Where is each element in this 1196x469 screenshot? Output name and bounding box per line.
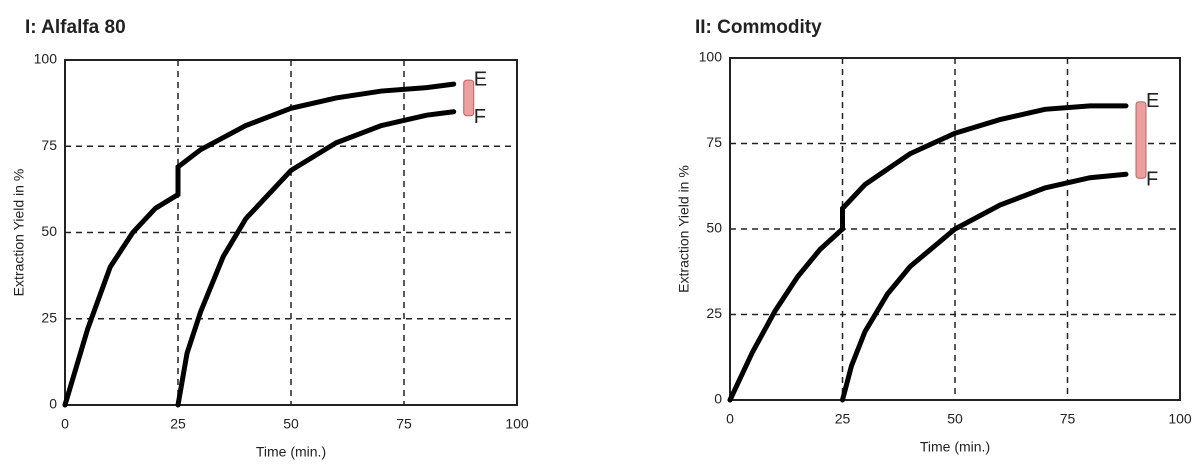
y-tick-label: 50 <box>706 220 722 236</box>
x-axis-label: Time (min.) <box>256 444 326 460</box>
series-line <box>175 109 457 408</box>
x-tick-label: 25 <box>170 416 186 432</box>
y-tick-label: 50 <box>41 223 57 239</box>
y-tick-label: 75 <box>706 134 722 150</box>
y-tick-label: 75 <box>41 137 57 153</box>
x-tick-label: 0 <box>61 416 69 432</box>
y-tick-label: 0 <box>49 396 57 412</box>
x-tick-label: 100 <box>1168 411 1192 427</box>
series-label: E <box>1146 90 1159 112</box>
x-tick-label: 50 <box>947 411 963 427</box>
y-tick-label: 100 <box>699 49 723 65</box>
y-tick-label: 25 <box>706 305 722 321</box>
series-line <box>727 103 1129 403</box>
x-tick-label: 100 <box>505 416 529 432</box>
plot-frame <box>64 59 518 406</box>
x-tick-label: 75 <box>396 416 412 432</box>
y-axis-label: Extraction Yield in % <box>676 165 692 293</box>
range-bar <box>463 79 475 117</box>
x-tick-label: 25 <box>835 411 851 427</box>
series-label: E <box>474 68 487 90</box>
series-label: F <box>474 106 486 128</box>
chart-title: I: Alfalfa 80 <box>25 17 126 38</box>
y-tick-label: 0 <box>714 391 722 407</box>
series-line <box>840 171 1129 403</box>
range-bar <box>1135 101 1147 179</box>
x-tick-label: 0 <box>726 411 734 427</box>
x-tick-label: 50 <box>283 416 299 432</box>
chart-title: II: Commodity <box>695 17 822 38</box>
series-label: F <box>1146 169 1158 191</box>
x-axis-label: Time (min.) <box>920 439 990 455</box>
y-tick-label: 25 <box>41 309 57 325</box>
series-line <box>62 81 457 408</box>
x-tick-label: 75 <box>1060 411 1076 427</box>
y-axis-label: Extraction Yield in % <box>11 169 27 297</box>
plot-frame <box>729 57 1181 401</box>
y-tick-label: 100 <box>34 51 58 67</box>
